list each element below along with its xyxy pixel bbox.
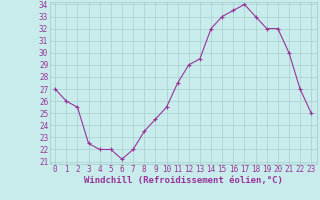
X-axis label: Windchill (Refroidissement éolien,°C): Windchill (Refroidissement éolien,°C): [84, 176, 283, 185]
